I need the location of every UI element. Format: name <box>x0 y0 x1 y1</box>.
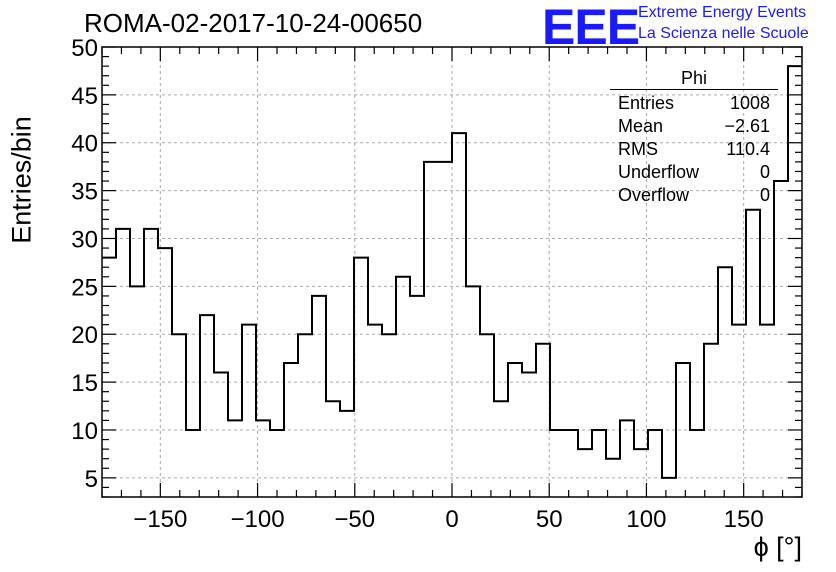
stats-box: Phi Entries 1008 Mean −2.61 RMS 110.4 Un… <box>610 68 778 207</box>
histogram-bin <box>312 296 326 497</box>
y-axis-label: Entries/bin <box>6 116 37 244</box>
stats-value: 1008 <box>729 93 770 113</box>
histogram-bin <box>438 162 452 497</box>
histogram-bin <box>424 162 438 497</box>
x-tick-label: −50 <box>334 506 375 533</box>
histogram-bin <box>298 334 312 497</box>
histogram-bin <box>200 315 214 497</box>
histogram-bin <box>704 344 718 497</box>
histogram-bin <box>368 325 382 497</box>
y-tick-label: 30 <box>71 226 98 253</box>
histogram-bin <box>228 420 242 497</box>
stats-row-rms: RMS 110.4 <box>610 138 778 161</box>
histogram-bin <box>116 229 130 497</box>
histogram-bin <box>270 430 284 497</box>
histogram-bin <box>536 344 550 497</box>
histogram-bin <box>214 373 228 497</box>
histogram-bin <box>648 430 662 497</box>
histogram-bin <box>620 420 634 497</box>
y-tick-label: 50 <box>71 35 98 62</box>
histogram-bin <box>578 449 592 497</box>
logo-line-1: Extreme Energy Events <box>638 4 807 21</box>
x-tick-label: 150 <box>724 506 764 533</box>
histogram-bin <box>662 478 676 497</box>
histogram-bin <box>718 267 732 497</box>
stats-row-entries: Entries 1008 <box>610 92 778 115</box>
histogram-bin <box>102 258 116 497</box>
histogram-bin <box>340 411 354 497</box>
chart-title: ROMA-02-2017-10-24-00650 <box>84 8 423 38</box>
histogram-bin <box>326 401 340 497</box>
histogram-bin <box>158 248 172 497</box>
histogram-bin <box>144 229 158 497</box>
stats-label: RMS <box>618 139 658 159</box>
histogram-bin <box>242 325 256 497</box>
histogram-bin <box>522 373 536 497</box>
stats-value: 0 <box>759 185 770 205</box>
x-axis-label: ϕ [°] <box>753 532 802 562</box>
stats-value: 0 <box>759 162 770 182</box>
histogram-bin <box>284 363 298 497</box>
histogram-bin <box>774 181 788 497</box>
x-tick-label: 100 <box>626 506 666 533</box>
stats-label: Mean <box>618 116 664 136</box>
histogram-bin <box>480 334 494 497</box>
histogram-bin <box>452 133 466 497</box>
stats-label: Entries <box>618 93 675 113</box>
histogram-bin <box>130 286 144 497</box>
histogram-bin <box>592 430 606 497</box>
y-tick-label: 5 <box>85 466 98 493</box>
histogram-bin <box>564 430 578 497</box>
stats-row-underflow: Underflow 0 <box>610 161 778 184</box>
y-tick-label: 45 <box>71 83 98 110</box>
x-tick-label: 0 <box>445 506 458 533</box>
histogram-bin <box>508 363 522 497</box>
y-tick-label: 15 <box>71 370 98 397</box>
histogram-bin <box>382 334 396 497</box>
y-tick-label: 20 <box>71 322 98 349</box>
y-tick-label: 25 <box>71 274 98 301</box>
x-tick-label: −100 <box>231 506 285 533</box>
y-tick-label: 40 <box>71 131 98 158</box>
x-tick-label: 50 <box>536 506 563 533</box>
histogram-bin <box>690 430 704 497</box>
x-tick-label: −150 <box>133 506 187 533</box>
histogram-bin <box>550 430 564 497</box>
y-tick-label: 35 <box>71 179 98 206</box>
histogram-bin <box>172 334 186 497</box>
stats-label: Underflow <box>618 162 700 182</box>
histogram-bin <box>186 430 200 497</box>
logo-line-2: La Scienza nelle Scuole <box>638 25 809 42</box>
histogram-bin <box>494 401 508 497</box>
histogram-bin <box>732 325 746 497</box>
histogram-bin <box>746 210 760 497</box>
eee-logo: EEE <box>542 0 640 55</box>
histogram-bin <box>676 363 690 497</box>
stats-row-mean: Mean −2.61 <box>610 115 778 138</box>
histogram-outline <box>102 65 802 479</box>
histogram-bin <box>760 325 774 497</box>
stats-value: 110.4 <box>726 139 770 159</box>
stats-value: −2.61 <box>724 116 770 136</box>
stats-row-overflow: Overflow 0 <box>610 184 778 207</box>
stats-label: Overflow <box>618 185 690 205</box>
histogram-bin <box>396 277 410 497</box>
histogram-bin <box>354 258 368 497</box>
y-axis-label-wrap: Entries/bin <box>0 110 44 250</box>
histogram-bin <box>788 66 802 497</box>
y-tick-label: 10 <box>71 418 98 445</box>
histogram-bin <box>466 286 480 497</box>
stats-name: Phi <box>610 68 778 90</box>
histogram-bin <box>410 296 424 497</box>
